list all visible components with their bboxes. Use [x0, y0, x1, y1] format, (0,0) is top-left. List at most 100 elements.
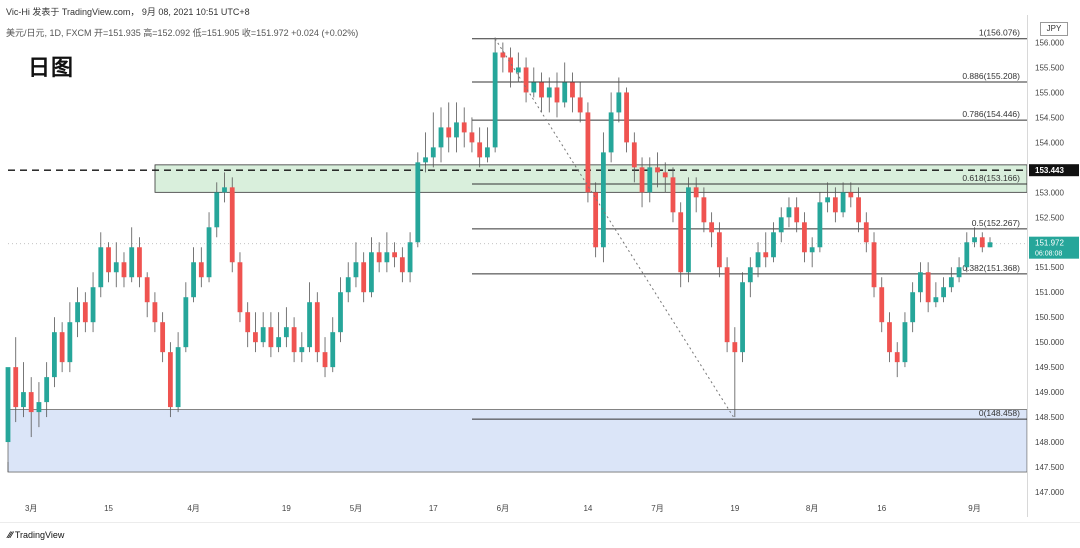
candle[interactable] — [276, 312, 282, 353]
candle[interactable] — [577, 82, 583, 123]
candle[interactable] — [446, 102, 452, 153]
candle[interactable] — [206, 212, 212, 283]
candle[interactable] — [299, 332, 305, 363]
candle[interactable] — [515, 52, 521, 83]
candle[interactable] — [353, 242, 359, 288]
candle[interactable] — [600, 132, 606, 263]
candle[interactable] — [825, 182, 831, 213]
candle[interactable] — [454, 102, 459, 153]
candle[interactable] — [183, 282, 189, 353]
candle[interactable] — [469, 117, 475, 153]
candle[interactable] — [129, 227, 135, 283]
candle[interactable] — [546, 77, 552, 113]
candle[interactable] — [51, 317, 57, 388]
candle[interactable] — [817, 192, 823, 253]
candle[interactable] — [369, 237, 374, 298]
candle[interactable] — [709, 212, 715, 248]
candle[interactable] — [956, 257, 962, 283]
candle[interactable] — [492, 37, 498, 153]
candle[interactable] — [802, 212, 807, 263]
candle[interactable] — [90, 272, 96, 333]
candle[interactable] — [13, 337, 19, 423]
candle[interactable] — [21, 362, 26, 418]
candle[interactable] — [771, 222, 776, 263]
candlestick-chart[interactable]: 1(156.076) 0.886(155.208) 0.786(154.446) 0.… — [0, 0, 1080, 522]
candle[interactable] — [593, 182, 599, 258]
candle[interactable] — [670, 167, 676, 223]
candle[interactable] — [716, 222, 722, 278]
candle[interactable] — [430, 112, 436, 168]
candle[interactable] — [941, 277, 947, 303]
candle[interactable] — [523, 57, 529, 103]
candle[interactable] — [322, 337, 328, 378]
candle[interactable] — [639, 157, 645, 208]
candle[interactable] — [979, 232, 985, 253]
candle[interactable] — [531, 67, 537, 98]
candle[interactable] — [361, 252, 367, 303]
candle[interactable] — [237, 252, 243, 323]
currency-badge[interactable]: JPY — [1040, 22, 1068, 36]
time-axis[interactable]: 3月 15 4月 19 5月 17 6月 14 7月 19 8月 16 9月 — [0, 498, 1027, 516]
candle[interactable] — [948, 267, 954, 293]
resistance-zone[interactable] — [154, 164, 1028, 193]
candle[interactable] — [570, 72, 575, 113]
price-axis[interactable]: 147.000 147.500 148.000 148.500 149.000 149.5… — [1027, 15, 1080, 517]
candle[interactable] — [678, 202, 684, 288]
candle[interactable] — [36, 382, 42, 428]
candle[interactable] — [832, 187, 838, 223]
support-zone[interactable] — [7, 409, 1028, 473]
candle[interactable] — [763, 232, 769, 268]
candle[interactable] — [562, 62, 568, 108]
candle[interactable] — [809, 237, 815, 268]
candle[interactable] — [925, 262, 931, 313]
candle[interactable] — [376, 242, 382, 273]
candle[interactable] — [283, 307, 289, 348]
candle[interactable] — [894, 342, 900, 378]
candle[interactable] — [608, 92, 614, 163]
candle[interactable] — [268, 312, 274, 358]
candle[interactable] — [461, 107, 467, 148]
candle[interactable] — [500, 42, 506, 73]
candle[interactable] — [585, 102, 591, 203]
candle[interactable] — [863, 212, 869, 253]
candle[interactable] — [755, 242, 761, 278]
candle[interactable] — [740, 272, 745, 363]
candle[interactable] — [307, 282, 312, 353]
candle[interactable] — [647, 157, 653, 203]
candle[interactable] — [539, 72, 544, 113]
candle[interactable] — [98, 232, 104, 298]
candle[interactable] — [508, 47, 513, 88]
candle[interactable] — [554, 72, 560, 118]
candle[interactable] — [871, 232, 877, 298]
candle[interactable] — [214, 182, 220, 238]
candle[interactable] — [59, 322, 65, 373]
candle[interactable] — [338, 277, 343, 343]
candle[interactable] — [616, 77, 622, 123]
candle[interactable] — [198, 247, 204, 288]
candle[interactable] — [144, 272, 150, 318]
candle[interactable] — [848, 182, 854, 208]
candle[interactable] — [840, 182, 846, 218]
candle[interactable] — [686, 177, 691, 283]
candle[interactable] — [724, 257, 730, 353]
candle[interactable] — [732, 327, 738, 418]
candle[interactable] — [167, 342, 173, 418]
candle[interactable] — [407, 232, 413, 283]
candle[interactable] — [964, 232, 970, 273]
candle[interactable] — [794, 197, 800, 233]
candle[interactable] — [222, 172, 227, 203]
candle[interactable] — [137, 237, 142, 288]
candle[interactable] — [910, 282, 916, 333]
candle[interactable] — [384, 232, 390, 273]
candle[interactable] — [747, 257, 753, 298]
candle[interactable] — [28, 377, 34, 438]
candle[interactable] — [693, 177, 699, 213]
candle[interactable] — [887, 312, 892, 363]
candle[interactable] — [631, 132, 637, 183]
candle[interactable] — [106, 242, 111, 283]
candle[interactable] — [175, 332, 181, 413]
candle[interactable] — [655, 152, 660, 188]
candle[interactable] — [856, 187, 861, 233]
candle[interactable] — [987, 237, 993, 248]
candle[interactable] — [44, 362, 50, 418]
